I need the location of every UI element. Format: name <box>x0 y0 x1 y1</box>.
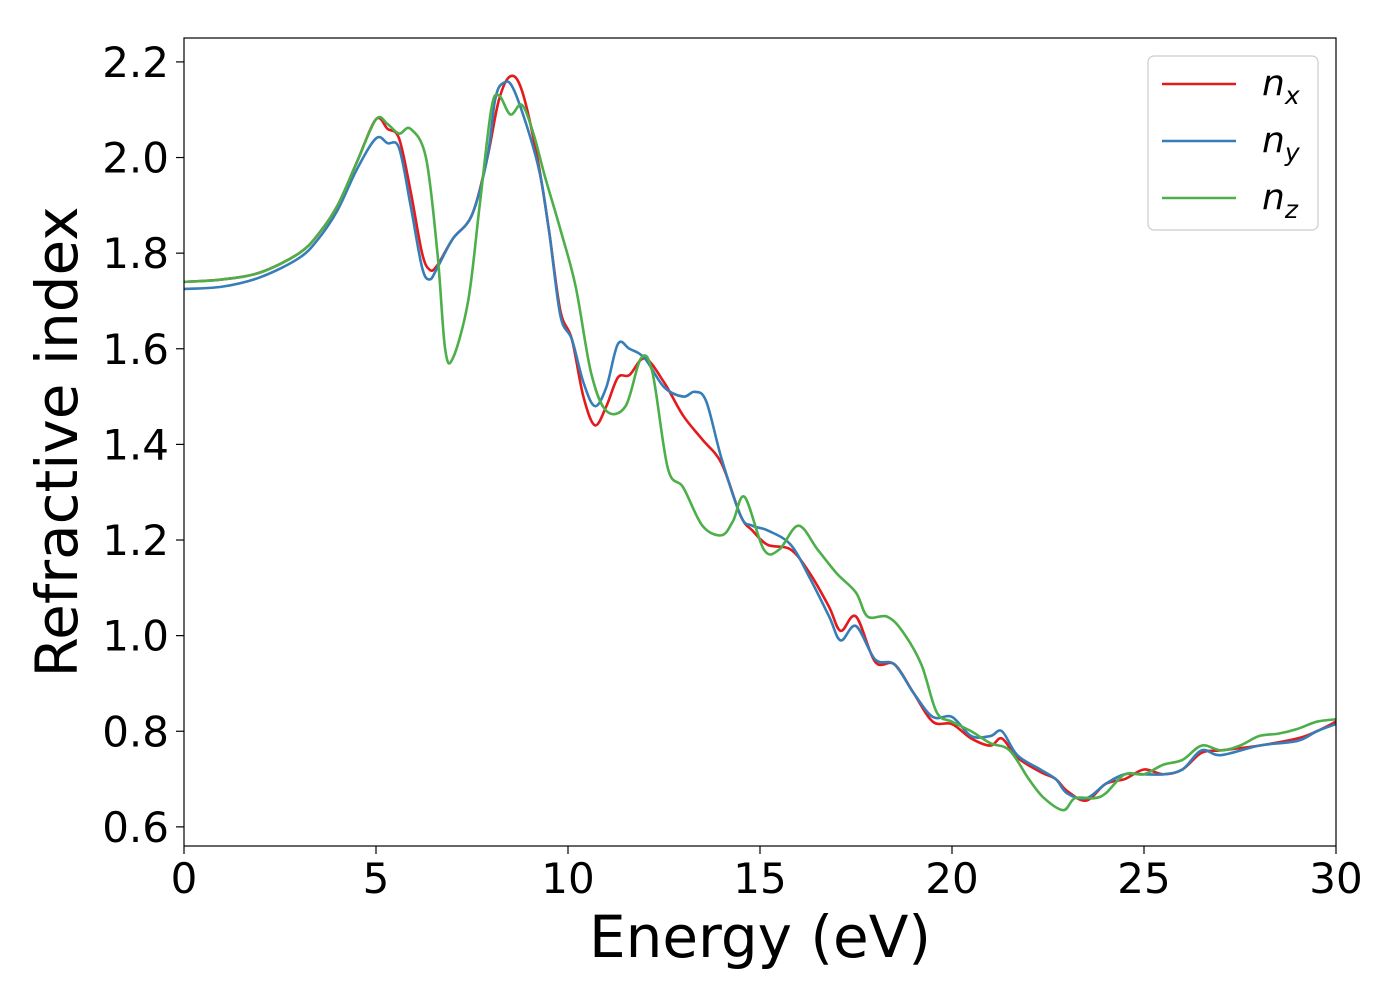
x-tick-label: 5 <box>363 854 390 903</box>
legend-entry-nz: nz <box>1262 177 1299 224</box>
y-tick-label: 1.2 <box>102 516 169 565</box>
legend-entry-nx: nx <box>1262 63 1300 110</box>
y-axis-label: Refractive index <box>23 206 91 677</box>
y-tick-label: 1.0 <box>102 612 169 661</box>
y-tick-label: 1.8 <box>102 229 169 278</box>
y-axis-ticks: 0.6 0.8 1.0 1.2 1.4 1.6 1.8 2.0 2.2 <box>102 38 184 852</box>
legend-box <box>1147 55 1319 231</box>
y-tick-label: 0.8 <box>102 707 169 756</box>
x-tick-label: 0 <box>171 854 198 903</box>
x-tick-label: 20 <box>925 854 978 903</box>
series-line-nz <box>183 93 1337 812</box>
x-axis-ticks: 0 5 10 15 20 25 30 <box>171 846 1363 903</box>
x-axis-label: Energy (eV) <box>589 903 931 971</box>
x-tick-label: 30 <box>1309 854 1362 903</box>
x-tick-label: 15 <box>733 854 786 903</box>
y-tick-label: 2.2 <box>102 38 169 87</box>
x-tick-label: 25 <box>1117 854 1170 903</box>
legend-entry-ny: ny <box>1262 120 1301 167</box>
series-line-nx <box>183 74 1337 802</box>
y-tick-label: 1.4 <box>102 420 169 469</box>
plot-area <box>184 38 1336 846</box>
y-tick-label: 1.6 <box>102 325 169 374</box>
x-tick-label: 10 <box>541 854 594 903</box>
y-tick-label: 2.0 <box>102 134 169 183</box>
legend: nx ny nz <box>1147 55 1319 231</box>
y-tick-label: 0.6 <box>102 803 169 852</box>
series-layer <box>183 74 1337 812</box>
